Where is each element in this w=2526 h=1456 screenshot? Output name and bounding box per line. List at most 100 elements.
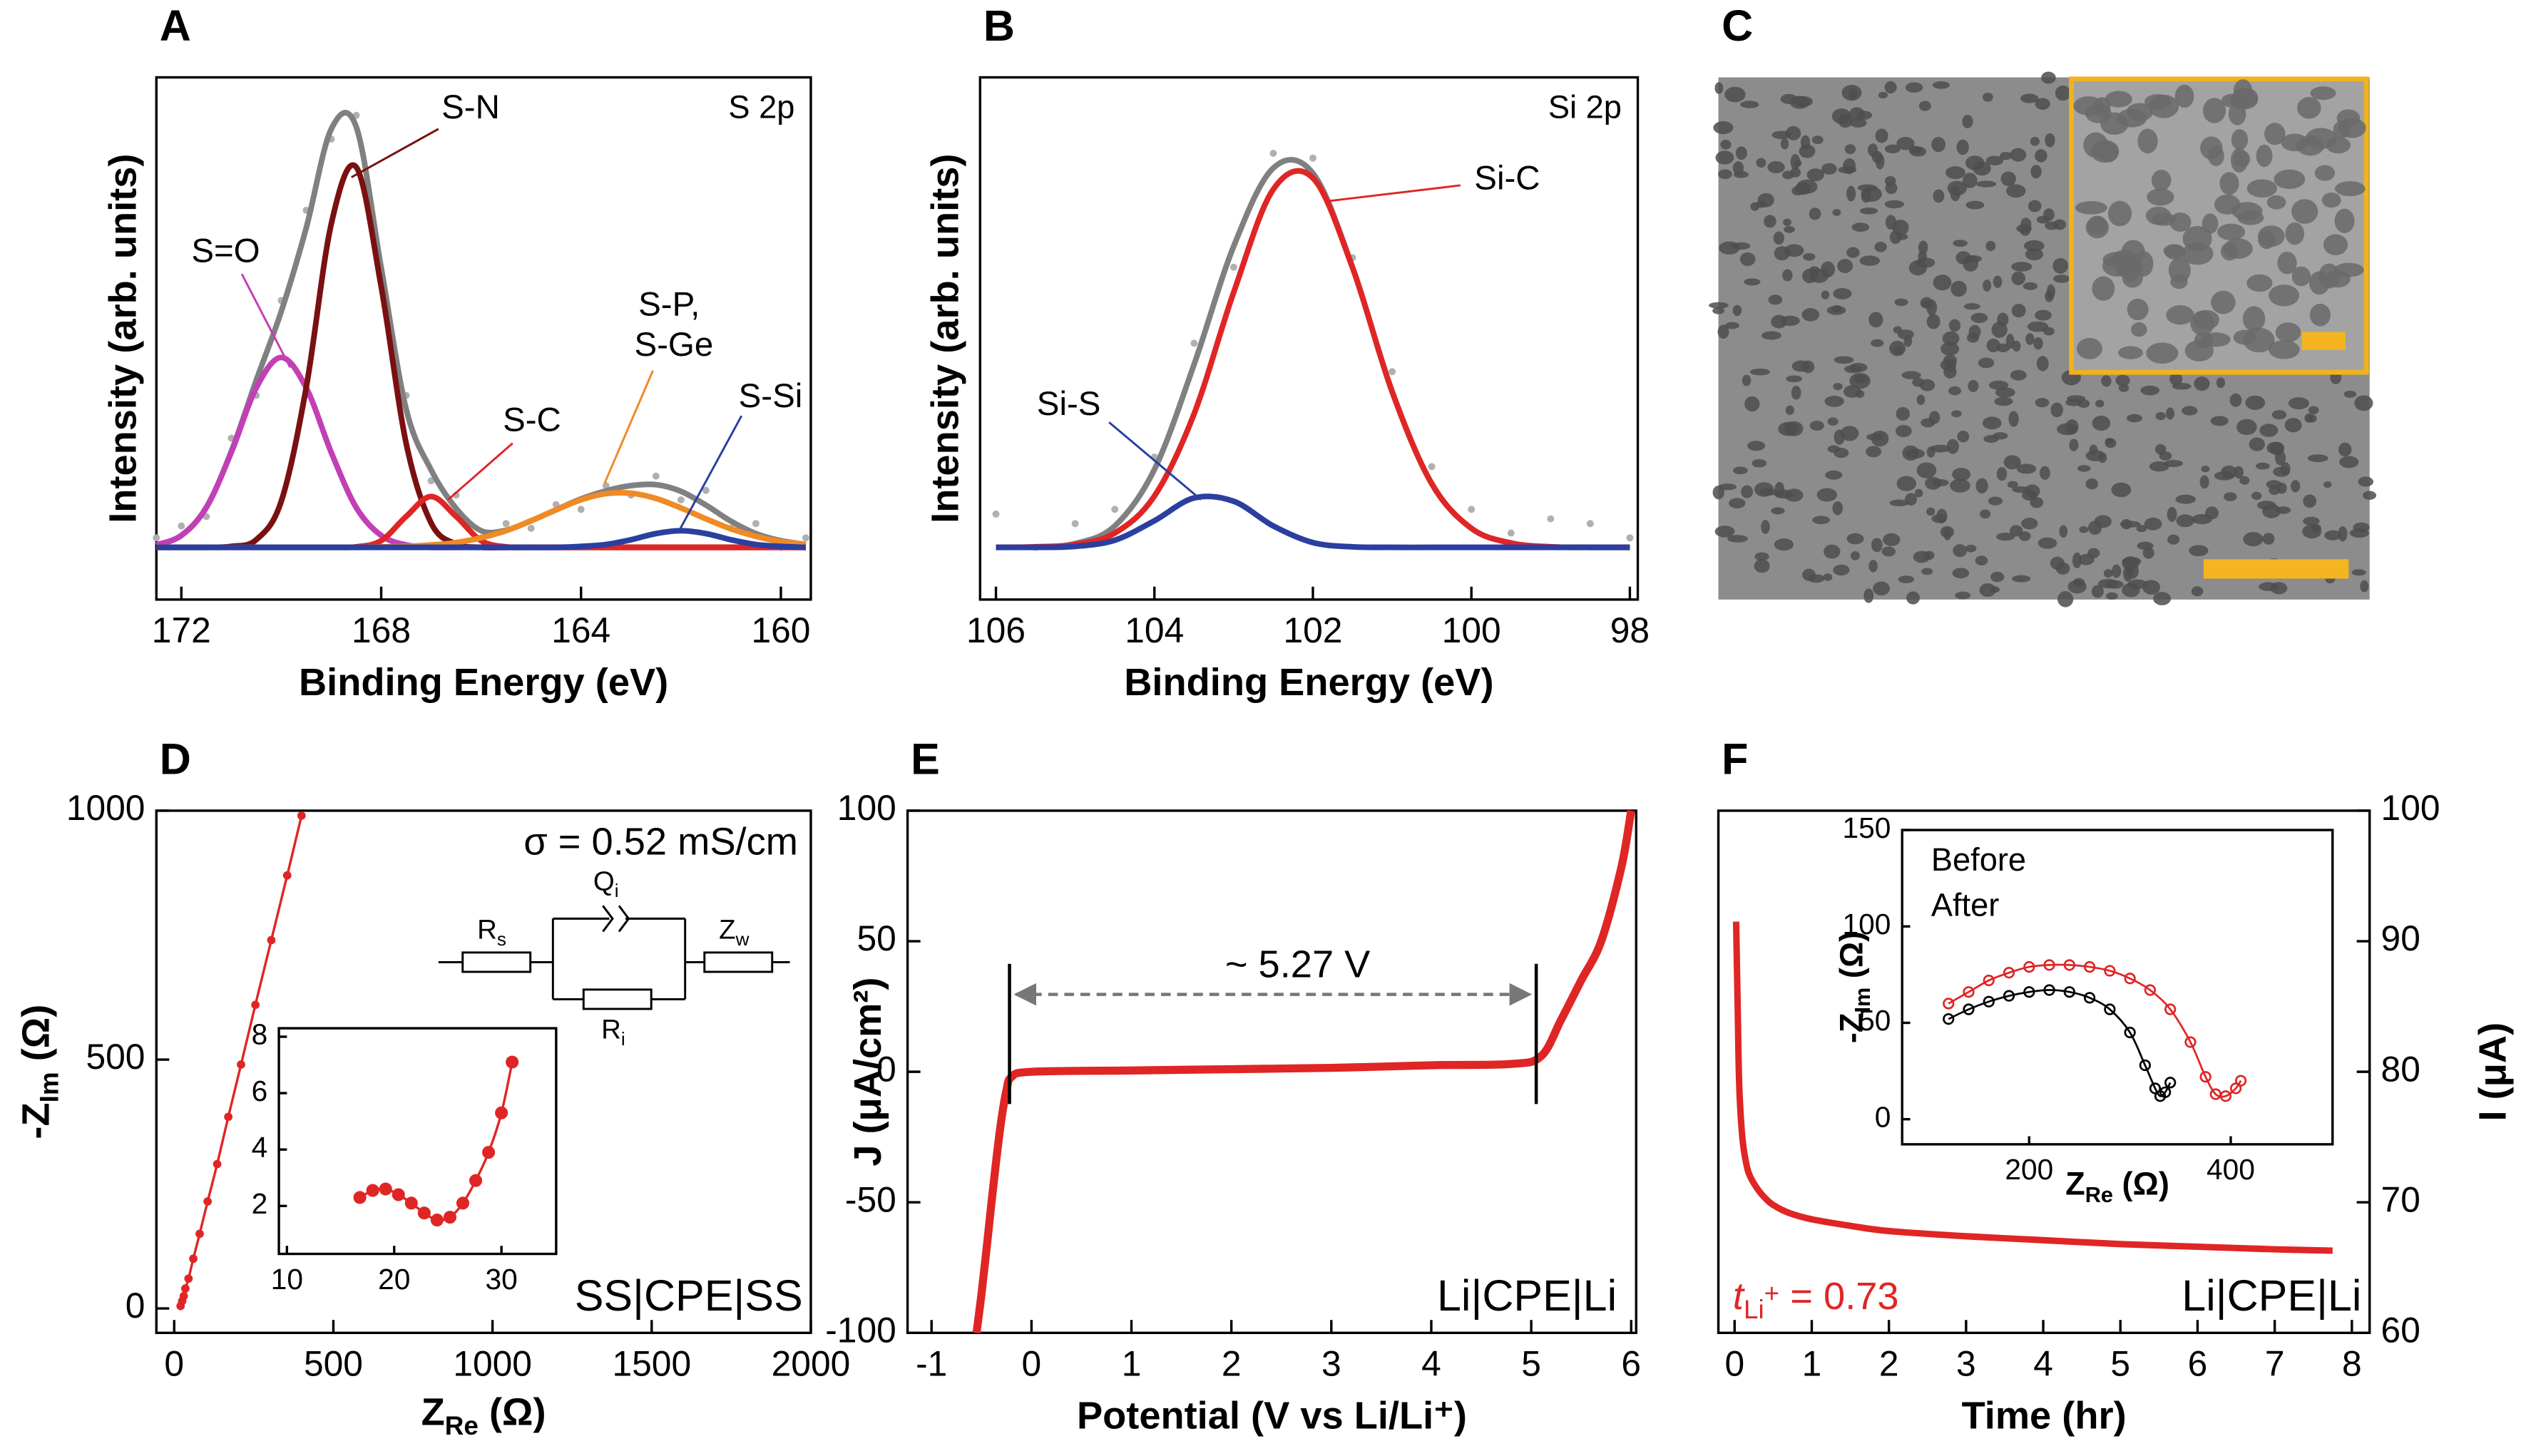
sem-pore <box>1761 520 1770 534</box>
data-point <box>267 935 276 945</box>
x-tick-label: 6 <box>2188 1344 2208 1384</box>
sem-pore <box>2069 439 2079 451</box>
sem-pore <box>1978 357 1995 369</box>
peak-label: S-Si <box>739 377 803 415</box>
sem-pore <box>2050 402 2063 418</box>
annotation: SS|CPE|SS <box>575 1271 803 1320</box>
sem-pore <box>1970 312 1988 324</box>
sem-pore <box>1846 533 1864 545</box>
sem-pore <box>2126 414 2143 423</box>
label-part: Li <box>1744 1295 1764 1324</box>
sem-pore <box>2030 136 2040 146</box>
sem-pore <box>2363 491 2377 501</box>
sem-pore <box>2251 491 2262 501</box>
sem-inset-pore <box>2297 97 2321 119</box>
data-point <box>189 1254 198 1263</box>
sem-pore <box>2006 184 2026 198</box>
y-tick-label: 100 <box>837 788 896 828</box>
data-point <box>652 472 660 480</box>
plot-area <box>155 76 812 601</box>
x-tick-label: 98 <box>1610 610 1650 650</box>
sem-pore <box>1953 240 1968 247</box>
sem-pore <box>2057 591 2074 607</box>
sem-pore <box>2194 376 2210 391</box>
sem-pore <box>1834 448 1849 458</box>
y-tick-label: 50 <box>857 918 896 958</box>
sem-pore <box>2021 518 2038 530</box>
sem-pore <box>2088 521 2102 535</box>
sem-pore <box>1889 340 1906 357</box>
sem-inset-pore <box>2090 140 2120 163</box>
leader-line <box>351 128 439 178</box>
sem-pore <box>2012 575 2031 583</box>
series-line <box>996 493 1630 550</box>
sem-pore <box>2165 407 2175 420</box>
panel-letter: C <box>1722 1 1753 50</box>
annotation: σ = 0.52 mS/cm <box>523 821 798 863</box>
label-part: Q <box>593 866 615 897</box>
sem-pore <box>1952 468 1971 481</box>
data-point <box>1983 995 1995 1008</box>
sem-pore <box>1846 185 1856 202</box>
data-point <box>2063 986 2075 998</box>
data-point <box>527 525 535 532</box>
sem-pore <box>2025 333 2035 345</box>
data-point <box>203 1197 213 1206</box>
sem-pore <box>1724 322 1740 329</box>
sem-pore <box>1932 478 1949 487</box>
data-point <box>2104 1003 2116 1015</box>
sem-pore <box>2010 369 2027 381</box>
x-axis-label: ZRe (Ω) <box>2065 1166 2169 1208</box>
sem-pore <box>1885 215 1897 230</box>
y-axis-label: Intensity (arb. units) <box>102 154 145 523</box>
sem-pore <box>1741 485 1754 498</box>
sem-pore <box>1993 432 2008 440</box>
sem-pore <box>1791 386 1801 400</box>
sem-pore <box>1906 591 1920 605</box>
sem-pore <box>2266 441 2284 454</box>
sem-pore <box>1991 322 2008 338</box>
sem-pore <box>1921 418 1936 428</box>
sem-inset-pore <box>2075 201 2107 215</box>
x-tick-label: 172 <box>152 610 211 650</box>
data-point <box>2149 1082 2162 1094</box>
sem-pore <box>2210 416 2229 426</box>
sem-pore <box>1784 488 1804 502</box>
sem-pore <box>1894 298 1908 307</box>
label-part: (Ω) <box>479 1391 546 1434</box>
sem-pore <box>2091 585 2104 598</box>
sem-pore <box>2255 462 2270 470</box>
sem-inset-pore <box>2085 216 2110 239</box>
sem-pore <box>2249 437 2265 451</box>
sem-inset-pore <box>2281 133 2308 152</box>
sem-pore <box>1968 324 1981 339</box>
data-point <box>179 1291 188 1301</box>
sem-inset-pore <box>2308 271 2330 295</box>
sem-pore <box>2137 541 2154 550</box>
sem-inset-pore <box>2310 86 2336 101</box>
data-point <box>1229 263 1237 271</box>
sem-pore <box>2259 424 2279 437</box>
sem-pore <box>1712 307 1725 314</box>
sem-inset-pore <box>2211 290 2236 314</box>
panel-letter: F <box>1722 734 1748 783</box>
sem-pore <box>2035 98 2050 110</box>
data-point <box>366 1184 379 1197</box>
sem-pore <box>1940 342 1960 356</box>
plot-area <box>978 76 1640 601</box>
sem-pore <box>1901 371 1921 379</box>
data-point <box>1269 150 1277 157</box>
sem-pore <box>1756 158 1766 168</box>
sem-pore <box>1979 583 1996 598</box>
sem-pore <box>1875 128 1888 143</box>
sem-pore <box>1859 255 1881 266</box>
data-point <box>1309 154 1316 162</box>
sem-pore <box>2245 395 2266 410</box>
data-point <box>2229 1082 2242 1094</box>
y-axis-label: -ZIm (Ω) <box>15 1005 64 1139</box>
sem-inset-pore <box>2131 322 2147 337</box>
sem-pore <box>2105 592 2118 600</box>
sem-pore <box>1808 574 1825 583</box>
sem-pore <box>2111 564 2122 578</box>
sem-pore <box>2311 523 2321 533</box>
